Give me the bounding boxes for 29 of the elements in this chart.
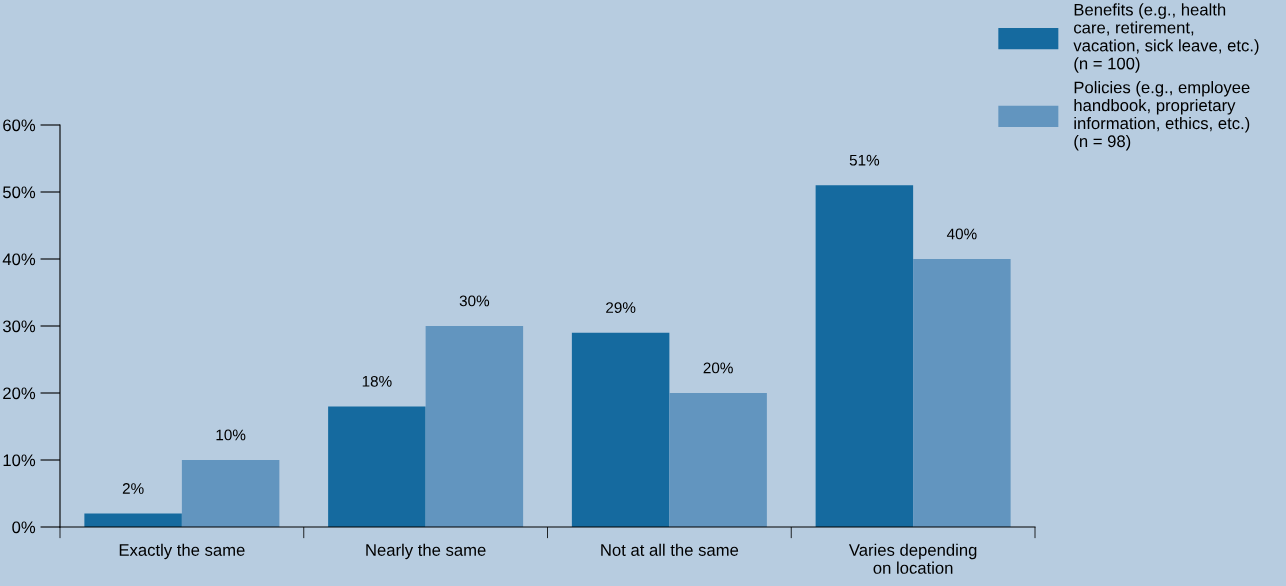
y-tick-label: 30% <box>2 320 36 333</box>
x-tick-label: Varies depending on location <box>848 543 977 574</box>
data-label: 18% <box>362 375 392 387</box>
x-tick-label: Nearly the same <box>366 543 486 560</box>
bar <box>425 326 524 527</box>
bar <box>571 332 670 527</box>
data-label: 20% <box>703 362 733 374</box>
y-tick-label: 60% <box>3 119 36 132</box>
y-tick-label: 0% <box>12 521 36 534</box>
data-label: 51% <box>849 154 880 166</box>
legend-label: Policies (e.g., employee handbook, proprietary information, ethics, etc.) (n = 98) <box>1074 81 1250 151</box>
data-label: 10% <box>216 429 246 441</box>
data-label: 2% <box>122 483 144 494</box>
data-label: 30% <box>459 295 490 307</box>
bar <box>181 460 280 527</box>
data-label: 29% <box>606 302 636 314</box>
x-tick-label: Exactly the same <box>119 543 245 560</box>
bar <box>669 393 767 527</box>
legend-label: Benefits (e.g., health care, retirement, vacation, sick leave, etc.) (n = 100) <box>1073 3 1259 73</box>
data-label: 40% <box>946 228 977 240</box>
bar <box>328 406 426 527</box>
bar <box>84 513 182 527</box>
x-tick-label: Not at all the same <box>601 543 739 556</box>
bar <box>913 259 1011 527</box>
bar <box>815 185 914 527</box>
y-tick-label: 10% <box>3 454 36 467</box>
y-tick-label: 50% <box>3 186 36 199</box>
y-tick-label: 20% <box>3 387 36 400</box>
y-tick-label: 40% <box>2 253 36 266</box>
